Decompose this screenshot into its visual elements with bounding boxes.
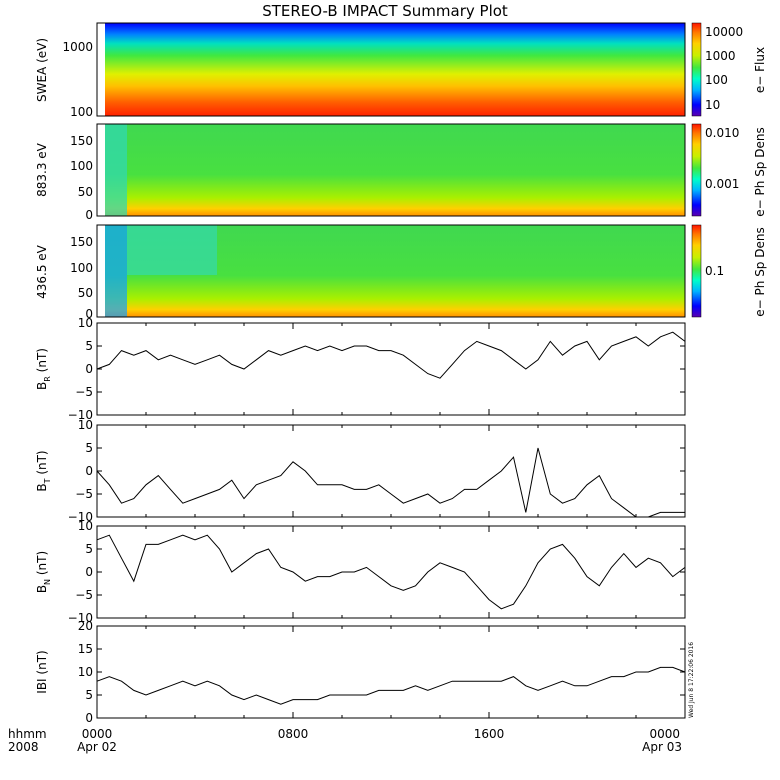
br-ylabel: BR (nT)	[35, 348, 52, 390]
bn-ytick-label: −5	[75, 588, 93, 602]
bmag-frame	[96, 625, 686, 719]
swea-cbar-tick: 10000	[705, 25, 743, 39]
bt-ytick-label: 0	[85, 464, 93, 478]
pad436-ytick: 150	[70, 235, 93, 249]
bt-ytick-label: −10	[68, 510, 93, 524]
bt-panel: 10 5 0 −5 −10 BT (nT)	[35, 418, 686, 524]
br-ytick-label: 5	[85, 339, 93, 353]
pad436-ytick: 50	[78, 286, 93, 300]
bmag-ytick-label: 0	[85, 711, 93, 725]
swea-ylabel: SWEA (eV)	[35, 38, 49, 102]
time-tick-label: 0000	[649, 727, 680, 741]
swea-frame	[96, 22, 686, 117]
pad883-frame	[96, 123, 686, 217]
bn-ytick-label: −10	[68, 611, 93, 625]
pad883-ytick: 100	[70, 159, 93, 173]
swea-colorbar	[691, 22, 702, 117]
br-ytick-label: −10	[68, 408, 93, 422]
bn-ytick-label: 10	[78, 519, 93, 533]
pad883-ylabel: 883.3 eV	[35, 142, 49, 197]
bt-ytick-label: 10	[78, 418, 93, 432]
timestamp-label: Wed Jun 8 17:22:06 2016	[688, 642, 695, 718]
pad883-cbar-tick: 0.010	[705, 126, 739, 140]
pad436-cbar-label: e− Ph Sp Dens	[753, 227, 767, 316]
pad436-panel: 150 100 50 0 436.5 eV 0.1 e− Ph Sp Dens	[35, 224, 767, 321]
pad883-cbar-tick: 0.001	[705, 177, 739, 191]
pad883-heatmap	[97, 124, 685, 216]
pad436-gap	[97, 225, 105, 317]
bn-ytick-label: 0	[85, 565, 93, 579]
pad436-frame	[96, 224, 686, 318]
time-tick-date: Apr 03	[642, 740, 682, 754]
bt-ytick-label: −5	[75, 487, 93, 501]
bt-frame	[96, 424, 686, 518]
bmag-ytick-label: 10	[78, 665, 93, 679]
swea-ytick: 100	[70, 105, 93, 119]
pad436-feature	[127, 225, 217, 275]
swea-cbar-tick: 100	[705, 73, 728, 87]
pad883-panel: 150 100 50 0 883.3 eV 0.010 0.001 e− Ph …	[35, 123, 767, 222]
bmag-trace	[96, 666, 686, 705]
plot-title: STEREO-B IMPACT Summary Plot	[262, 2, 508, 20]
time-corner-label: hhmm	[8, 727, 47, 741]
pad883-gap	[97, 124, 105, 216]
pad883-cbar-label: e− Ph Sp Dens	[753, 127, 767, 216]
time-axis: hhmm 2008 0000 Apr 02 0800 1600 0000 Apr…	[8, 727, 682, 754]
bt-trace	[96, 447, 685, 518]
bt-ylabel: BT (nT)	[35, 450, 52, 491]
bt-ytick-label: 5	[85, 441, 93, 455]
time-tick-label: 0800	[278, 727, 309, 741]
bn-frame	[96, 525, 686, 619]
br-ytick-label: −5	[75, 385, 93, 399]
time-corner-year: 2008	[8, 740, 39, 754]
bmag-ytick-label: 5	[85, 688, 93, 702]
pad883-feature	[105, 124, 127, 216]
br-panel: 10 5 0 −5 −10 BR (nT)	[35, 316, 686, 422]
bn-ylabel: BN (nT)	[35, 551, 52, 593]
bmag-ytick-label: 15	[78, 642, 93, 656]
pad436-cbar-tick: 0.1	[705, 264, 724, 278]
swea-ytick: 1000	[62, 40, 93, 54]
time-tick-label: 1600	[474, 727, 505, 741]
swea-panel: 1000 100 SWEA (eV) 10000 1000 100 10 e− …	[35, 22, 767, 119]
bmag-panel: 20 15 10 5 0 IBI (nT)	[35, 619, 686, 725]
swea-cbar-label: e− Flux	[753, 47, 767, 93]
line-panels: 10 5 0 −5 −10 BR (nT) 10 5 0 −5 −10 BT (nT) 10 5 0 −5 −1…	[35, 316, 686, 725]
bmag-ytick-label: 20	[78, 619, 93, 633]
bmag-ylabel: IBI (nT)	[35, 650, 49, 693]
pad436-ytick: 100	[70, 261, 93, 275]
pad883-ytick: 50	[78, 185, 93, 199]
br-ytick-label: 0	[85, 362, 93, 376]
br-frame	[96, 322, 686, 416]
swea-cbar-tick: 1000	[705, 49, 736, 63]
swea-cbar-tick: 10	[705, 98, 720, 112]
pad883-ytick: 0	[85, 208, 93, 222]
bn-ytick-label: 5	[85, 542, 93, 556]
swea-gap	[97, 23, 105, 116]
time-tick-label: 0000	[82, 727, 113, 741]
pad883-colorbar	[691, 123, 702, 217]
pad883-ytick: 150	[70, 134, 93, 148]
pad436-colorbar	[691, 224, 702, 318]
bn-panel: 10 5 0 −5 −10 BN (nT)	[35, 519, 686, 625]
br-ytick-label: 10	[78, 316, 93, 330]
br-trace	[96, 331, 686, 379]
time-tick-date: Apr 02	[77, 740, 117, 754]
pad436-ylabel: 436.5 eV	[35, 244, 49, 299]
swea-heatmap	[97, 23, 685, 116]
pad436-ytick: 0	[85, 307, 93, 321]
pad436-feature	[105, 225, 127, 317]
bn-trace	[96, 534, 686, 610]
